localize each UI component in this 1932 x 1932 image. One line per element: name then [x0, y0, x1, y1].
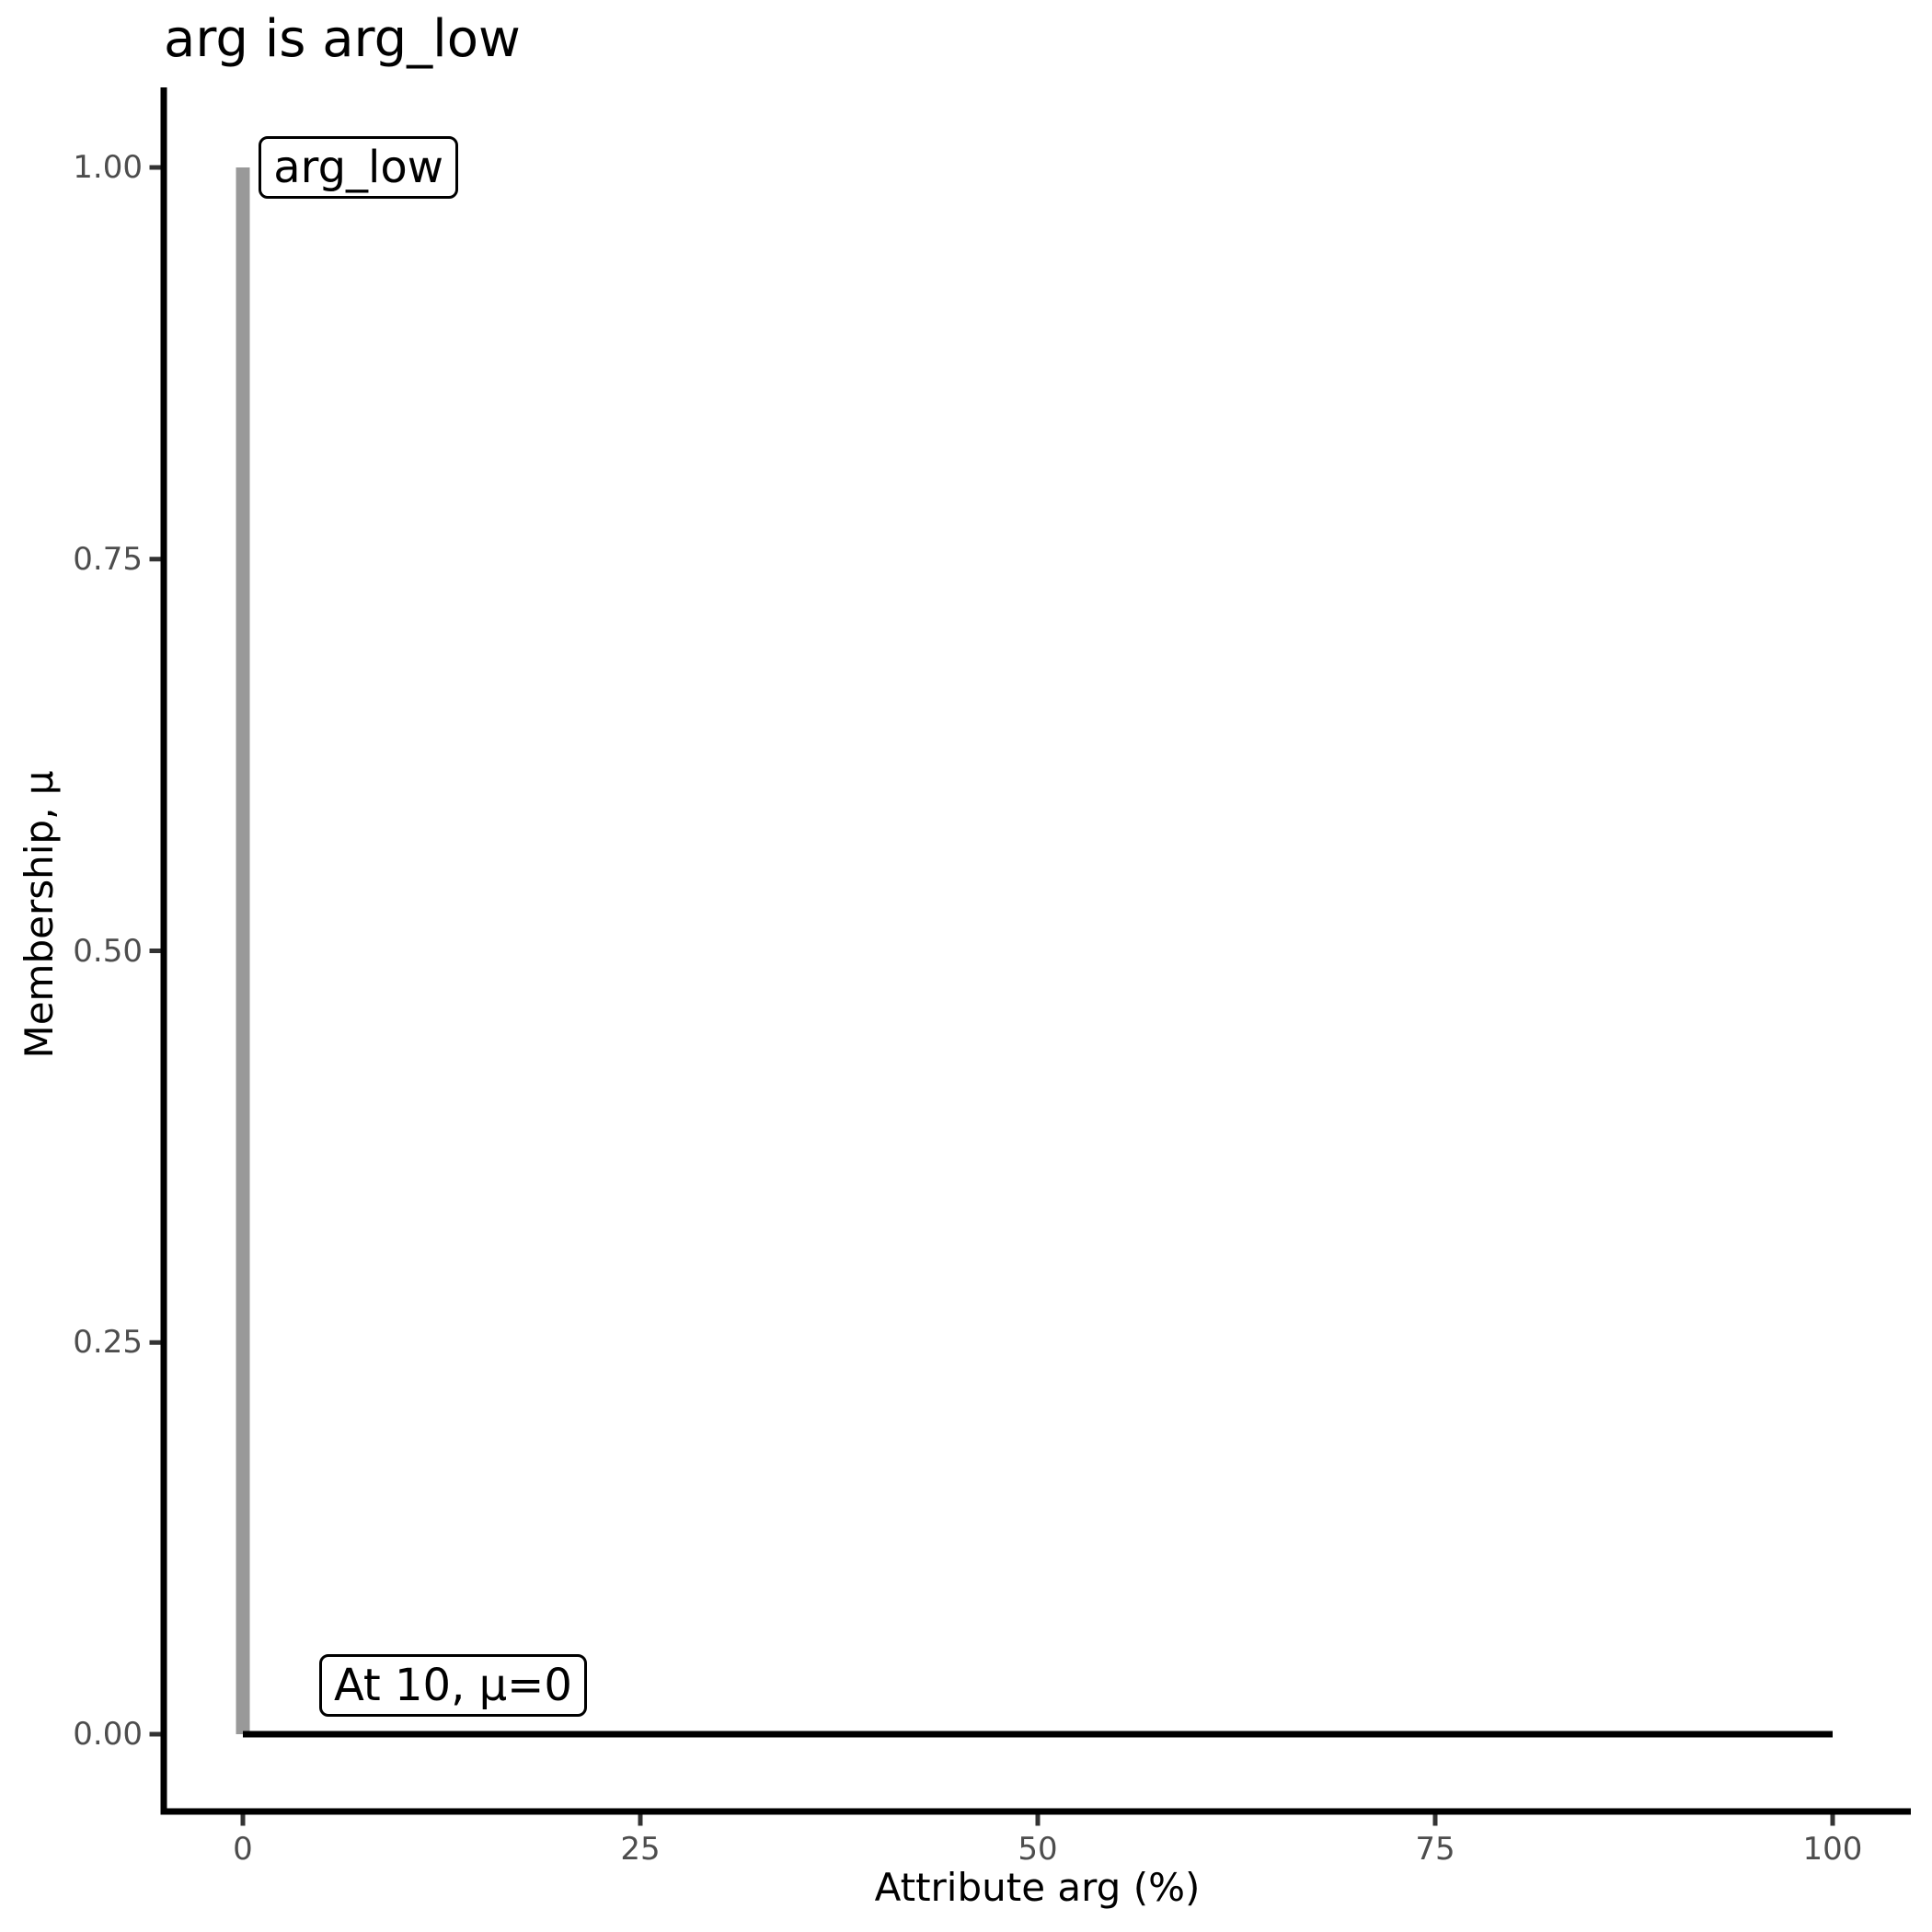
- y-tick-label: 1.00: [73, 149, 143, 186]
- x-tick-label: 25: [620, 1831, 661, 1868]
- x-tick-label: 75: [1415, 1831, 1455, 1868]
- x-axis-title: Attribute arg (%): [874, 1865, 1201, 1910]
- x-tick-label: 50: [1018, 1831, 1058, 1868]
- annotation-label-1: At 10, μ=0: [318, 1654, 587, 1718]
- y-tick-label: 0.75: [73, 540, 143, 578]
- annotation-label-0: arg_low: [259, 136, 458, 199]
- y-tick-label: 0.25: [73, 1324, 143, 1362]
- chart-title: arg is arg_low: [164, 9, 521, 69]
- y-axis-title: Membership, μ: [17, 770, 62, 1059]
- y-tick-label: 0.50: [73, 932, 143, 970]
- x-tick-label: 0: [233, 1831, 253, 1868]
- y-tick-label: 0.00: [73, 1716, 143, 1753]
- x-tick-label: 100: [1802, 1831, 1863, 1868]
